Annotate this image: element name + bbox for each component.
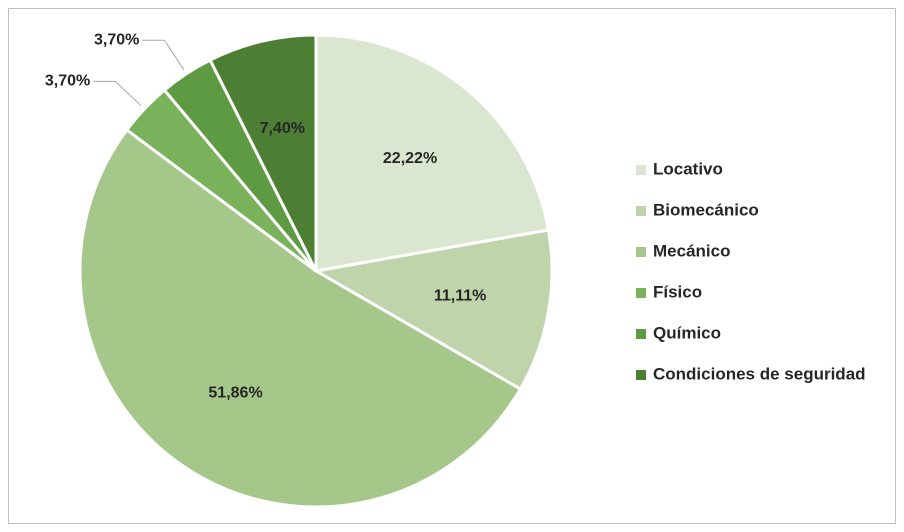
legend-swatch [636, 165, 646, 175]
pie-slice [311, 228, 554, 392]
pie-slice [314, 33, 551, 273]
legend-swatch [636, 247, 646, 257]
data-label: 3,70% [94, 31, 139, 48]
legend-label: Mecánico [653, 241, 730, 260]
legend-swatch [636, 206, 646, 216]
legend-swatch [636, 329, 646, 339]
data-label: 11,11% [434, 288, 487, 305]
pie-slice [208, 33, 318, 272]
pie-slice [78, 127, 523, 509]
legend-swatch [636, 288, 646, 298]
legend-label: Físico [653, 282, 702, 301]
leader-line [142, 39, 185, 71]
data-label: 22,22% [383, 150, 437, 167]
leader-line [93, 80, 142, 107]
legend-label: Locativo [653, 159, 723, 178]
data-label: 7,40% [260, 120, 305, 137]
legend-label: Biomecánico [653, 200, 759, 219]
legend-swatch [636, 370, 646, 380]
data-label: 51,86% [208, 384, 262, 401]
legend-label: Químico [653, 323, 721, 342]
data-label: 3,70% [45, 73, 90, 90]
legend-label: Condiciones de seguridad [653, 364, 866, 383]
